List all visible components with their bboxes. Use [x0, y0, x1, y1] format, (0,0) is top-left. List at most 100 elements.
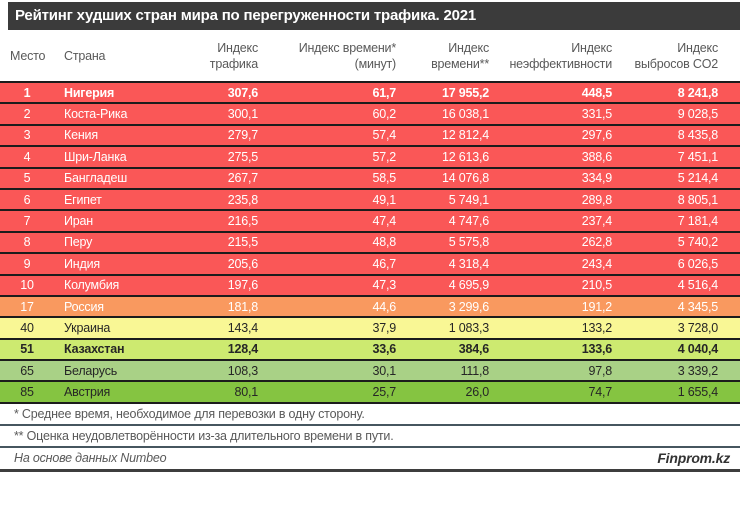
cell-traffic-index: 197,6 [227, 278, 258, 293]
cell-place: 51 [20, 342, 34, 357]
cell-place: 2 [23, 107, 31, 122]
cell-inefficiency-index: 243,4 [581, 256, 612, 271]
cell-inefficiency-index: 297,6 [581, 128, 612, 143]
col-header-co2-index: Индекс выбросов CO2 [634, 40, 719, 71]
cell-time-index: 12 613,6 [441, 149, 489, 164]
cell-country: Египет [64, 192, 102, 207]
cell-co2-index: 4 516,4 [677, 278, 719, 293]
cell-time-index: 111,8 [460, 363, 490, 378]
source-note: На основе данных Numbeo [14, 451, 167, 466]
cell-co2-index: 1 655,4 [677, 385, 719, 400]
table-row: 85 Австрия 80,1 25,7 26,0 74,7 1 655,4 [0, 381, 740, 403]
col-header-inefficiency-index: Индекс неэффективности [509, 40, 612, 71]
cell-time-index: 4 747,6 [448, 214, 490, 229]
cell-traffic-index: 279,7 [227, 128, 258, 143]
col-header-time-index: Индекс времени** [431, 40, 489, 71]
cell-time-index: 16 038,1 [441, 107, 489, 122]
cell-traffic-index: 300,1 [227, 107, 258, 122]
cell-time-index: 17 955,2 [441, 85, 489, 100]
cell-inefficiency-index: 133,6 [581, 342, 612, 357]
cell-time-index-minutes: 37,9 [372, 320, 396, 335]
cell-time-index: 4 695,9 [448, 278, 490, 293]
cell-place: 8 [23, 235, 31, 250]
cell-traffic-index: 143,4 [227, 320, 258, 335]
cell-place: 6 [23, 192, 31, 207]
cell-place: 9 [23, 256, 31, 271]
cell-co2-index: 4 345,5 [677, 299, 719, 314]
cell-time-index-minutes: 33,6 [372, 342, 396, 357]
cell-country: Австрия [64, 385, 111, 400]
cell-traffic-index: 128,4 [227, 342, 258, 357]
col-header-traffic-index: Индекс трафика [209, 40, 258, 71]
cell-time-index-minutes: 48,8 [372, 235, 396, 250]
cell-time-index-minutes: 57,2 [372, 149, 396, 164]
cell-time-index-minutes: 58,5 [372, 171, 396, 186]
cell-place: 3 [23, 128, 31, 143]
cell-co2-index: 3 728,0 [677, 320, 719, 335]
cell-traffic-index: 80,1 [234, 385, 258, 400]
cell-inefficiency-index: 210,5 [581, 278, 612, 293]
table-row: 65 Беларусь 108,3 30,1 111,8 97,8 3 339,2 [0, 360, 740, 382]
cell-co2-index: 8 241,8 [677, 85, 719, 100]
cell-time-index-minutes: 49,1 [372, 192, 396, 207]
col-header-place: Место [10, 48, 46, 63]
cell-co2-index: 8 435,8 [677, 128, 719, 143]
cell-traffic-index: 215,5 [227, 235, 258, 250]
cell-time-index: 1 083,3 [448, 320, 490, 335]
col-header-time-index-minutes: Индекс времени* (минут) [298, 40, 397, 71]
cell-country: Перу [64, 235, 93, 250]
cell-traffic-index: 216,5 [227, 214, 258, 229]
footnote-time: * Среднее время, необходимое для перевоз… [0, 404, 740, 426]
cell-traffic-index: 181,8 [227, 299, 258, 314]
table-row: 4 Шри-Ланка 275,5 57,2 12 613,6 388,6 7 451,1 [0, 146, 740, 168]
table-row: 6 Египет 235,8 49,1 5 749,1 289,8 8 805,1 [0, 188, 740, 211]
cell-country: Украина [64, 320, 111, 335]
cell-traffic-index: 108,3 [227, 363, 258, 378]
cell-place: 85 [20, 385, 34, 400]
col-header-country: Страна [64, 48, 106, 63]
table-row: 2 Коста-Рика 300,1 60,2 16 038,1 331,5 9 028,5 [0, 103, 740, 125]
cell-country: Беларусь [64, 363, 118, 378]
cell-time-index-minutes: 47,4 [372, 214, 396, 229]
table-row: 7 Иран 216,5 47,4 4 747,6 237,4 7 181,4 [0, 210, 740, 232]
table-row: 17 Россия 181,8 44,6 3 299,6 191,2 4 345,5 [0, 295, 740, 318]
cell-traffic-index: 267,7 [227, 171, 258, 186]
cell-time-index: 12 812,4 [441, 128, 489, 143]
cell-traffic-index: 205,6 [227, 256, 258, 271]
cell-traffic-index: 307,6 [227, 85, 258, 100]
cell-co2-index: 4 040,4 [677, 342, 719, 357]
cell-time-index-minutes: 60,2 [372, 107, 396, 122]
cell-inefficiency-index: 74,7 [588, 385, 612, 400]
ranking-table: Место Страна Индекс трафика Индекс времени… [0, 30, 740, 404]
table-body: 1 Нигерия 307,6 61,7 17 955,2 448,5 8 241,8 2 Ко… [0, 82, 740, 403]
cell-traffic-index: 275,5 [227, 149, 258, 164]
cell-inefficiency-index: 448,5 [581, 85, 612, 100]
cell-co2-index: 5 740,2 [677, 235, 719, 250]
cell-place: 65 [20, 363, 34, 378]
cell-place: 1 [23, 85, 31, 100]
cell-country: Кения [64, 128, 98, 143]
cell-co2-index: 3 339,2 [677, 363, 719, 378]
cell-place: 40 [20, 320, 34, 335]
cell-time-index: 3 299,6 [448, 299, 490, 314]
cell-co2-index: 7 451,1 [677, 149, 719, 164]
cell-place: 17 [20, 299, 34, 314]
header-row: Место Страна Индекс трафика Индекс времени… [0, 30, 740, 82]
cell-co2-index: 5 214,4 [677, 171, 719, 186]
cell-inefficiency-index: 388,6 [581, 149, 612, 164]
cell-time-index-minutes: 30,1 [372, 363, 396, 378]
table-row: 1 Нигерия 307,6 61,7 17 955,2 448,5 8 241,8 [0, 82, 740, 104]
cell-country: Коста-Рика [64, 107, 128, 122]
cell-time-index-minutes: 47,3 [372, 278, 396, 293]
cell-inefficiency-index: 97,8 [588, 363, 612, 378]
cell-inefficiency-index: 133,2 [581, 320, 612, 335]
table-row: 5 Бангладеш 267,7 58,5 14 076,8 334,9 5 214,4 [0, 167, 740, 189]
cell-place: 4 [23, 149, 31, 164]
table-row: 40 Украина 143,4 37,9 1 083,3 133,2 3 728,0 [0, 317, 740, 339]
cell-inefficiency-index: 289,8 [581, 192, 612, 207]
cell-inefficiency-index: 331,5 [581, 107, 612, 122]
cell-traffic-index: 235,8 [227, 192, 258, 207]
cell-co2-index: 7 181,4 [677, 214, 719, 229]
cell-place: 5 [23, 171, 31, 186]
cell-country: Шри-Ланка [64, 149, 127, 164]
